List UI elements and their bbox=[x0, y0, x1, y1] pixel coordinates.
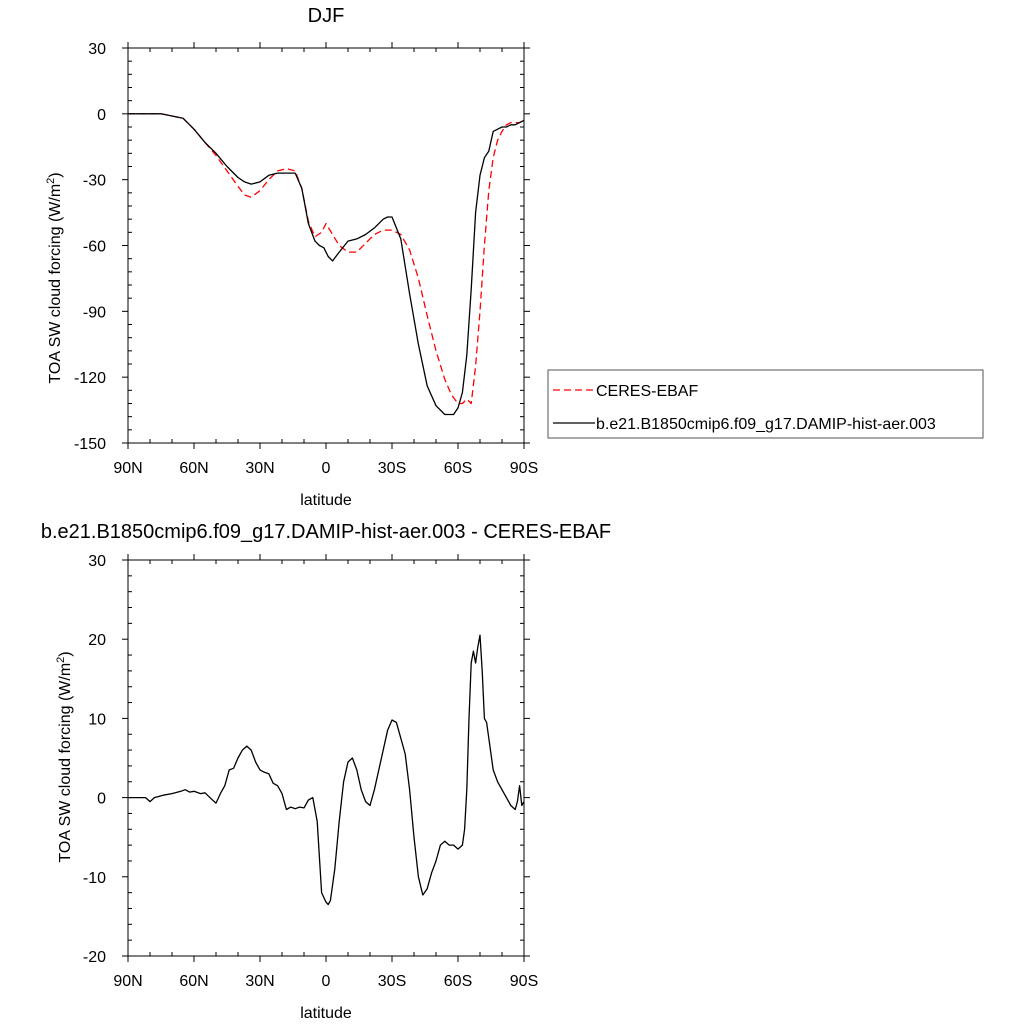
x-tick-label: 60S bbox=[444, 973, 472, 990]
y-tick-label: -30 bbox=[83, 173, 106, 190]
x-tick-label: 30N bbox=[245, 973, 274, 990]
y-axis-label: TOA SW cloud forcing (W/m2) bbox=[55, 651, 74, 862]
legend-entry-model: b.e21.B1850cmip6.f09_g17.DAMIP-hist-aer.… bbox=[596, 416, 936, 433]
y-tick-label: 30 bbox=[88, 553, 106, 570]
x-axis-label: latitude bbox=[300, 1005, 352, 1022]
legend: CERES-EBAF b.e21.B1850cmip6.f09_g17.DAMI… bbox=[547, 369, 984, 439]
y-tick-label: -10 bbox=[83, 870, 106, 887]
series-line-ceres-ebaf bbox=[128, 113, 525, 405]
y-axis-label-text: TOA SW cloud forcing (W/m bbox=[57, 663, 74, 863]
x-tick-label: 60N bbox=[179, 973, 208, 990]
y-tick-label: 20 bbox=[88, 632, 106, 649]
y-axis-label-text: TOA SW cloud forcing (W/m bbox=[47, 184, 64, 384]
x-axis-label: latitude bbox=[300, 492, 352, 509]
y-tick-label: -20 bbox=[83, 949, 106, 966]
plot-frame bbox=[127, 559, 525, 957]
y-axis-label-superscript: 2 bbox=[55, 657, 67, 663]
series-line-difference bbox=[128, 634, 525, 906]
plot-frame bbox=[127, 47, 525, 444]
y-axis-label-close: ) bbox=[57, 651, 74, 656]
y-tick-label: 30 bbox=[88, 41, 106, 58]
series-line-model bbox=[128, 113, 525, 416]
y-axis-label-superscript: 2 bbox=[45, 178, 57, 184]
x-tick-label: 90S bbox=[510, 460, 538, 477]
x-tick-label: 0 bbox=[322, 460, 331, 477]
x-tick-label: 60N bbox=[179, 460, 208, 477]
y-tick-label: -120 bbox=[74, 370, 106, 387]
y-axis-label-close: ) bbox=[47, 172, 64, 177]
y-tick-label: 0 bbox=[97, 791, 106, 808]
y-tick-label: 0 bbox=[97, 107, 106, 124]
y-tick-label: 10 bbox=[88, 711, 106, 728]
x-tick-label: 90S bbox=[510, 973, 538, 990]
x-tick-label: 30N bbox=[245, 460, 274, 477]
x-tick-label: 90N bbox=[113, 460, 142, 477]
legend-box bbox=[547, 369, 984, 439]
x-tick-label: 90N bbox=[113, 973, 142, 990]
chart-title: DJF bbox=[308, 5, 345, 27]
x-tick-label: 0 bbox=[322, 973, 331, 990]
chart-top: DJF TOA SW cloud forcing (W/m2) latitude… bbox=[45, 5, 538, 509]
y-axis-label: TOA SW cloud forcing (W/m2) bbox=[45, 172, 64, 383]
legend-entry-ceres: CERES-EBAF bbox=[596, 383, 698, 400]
x-tick-label: 30S bbox=[378, 460, 406, 477]
chart-title: b.e21.B1850cmip6.f09_g17.DAMIP-hist-aer.… bbox=[41, 521, 611, 543]
chart-bottom: b.e21.B1850cmip6.f09_g17.DAMIP-hist-aer.… bbox=[41, 521, 611, 1022]
y-tick-label: -60 bbox=[83, 239, 106, 256]
x-tick-label: 30S bbox=[378, 973, 406, 990]
svg-text:TOA SW cloud forcing (W/m2): TOA SW cloud forcing (W/m2) bbox=[55, 651, 74, 862]
y-tick-label: -150 bbox=[74, 436, 106, 453]
x-tick-label: 60S bbox=[444, 460, 472, 477]
svg-text:TOA SW cloud forcing (W/m2): TOA SW cloud forcing (W/m2) bbox=[45, 172, 64, 383]
y-tick-label: -90 bbox=[83, 304, 106, 321]
